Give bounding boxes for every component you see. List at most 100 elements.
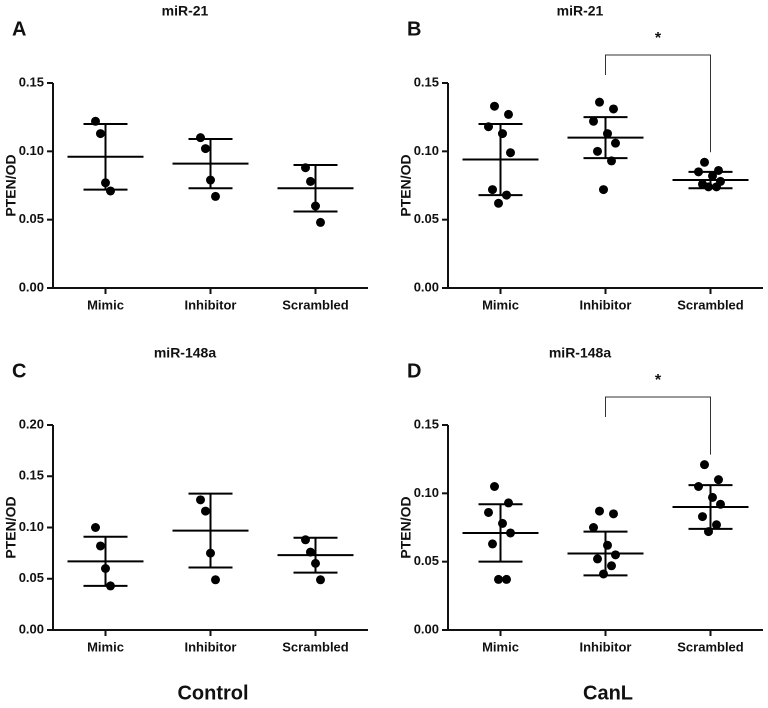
y-tick-label: 0.00 bbox=[414, 279, 439, 294]
x-tick-label: Inhibitor bbox=[185, 639, 237, 654]
data-point bbox=[316, 575, 325, 585]
data-point bbox=[488, 185, 497, 195]
data-point bbox=[700, 460, 709, 470]
data-point bbox=[712, 182, 721, 192]
x-tick-label: Scrambled bbox=[282, 297, 349, 312]
error-bar bbox=[688, 170, 733, 190]
data-point bbox=[694, 482, 703, 491]
data-point bbox=[494, 574, 503, 584]
error-bar bbox=[293, 164, 338, 213]
chart-title: miR-21 bbox=[162, 3, 209, 19]
error-bar bbox=[188, 492, 233, 569]
data-point bbox=[609, 104, 618, 114]
error-bar bbox=[688, 484, 733, 530]
data-point bbox=[607, 561, 616, 571]
data-point bbox=[595, 506, 604, 516]
data-point bbox=[708, 492, 717, 502]
data-point bbox=[593, 146, 602, 156]
column-label: CanL bbox=[583, 682, 633, 704]
panel-label: A bbox=[12, 18, 26, 40]
y-tick-label: 0.10 bbox=[414, 485, 439, 500]
panel-label: C bbox=[12, 360, 26, 382]
data-point bbox=[301, 535, 310, 545]
y-tick-label: 0.15 bbox=[414, 74, 439, 89]
y-axis-label: PTEN/OD bbox=[3, 496, 19, 558]
data-point bbox=[106, 186, 115, 196]
data-point bbox=[316, 217, 325, 227]
y-tick-label: 0.05 bbox=[19, 211, 44, 226]
chart-title: miR-148a bbox=[549, 345, 611, 361]
error-bar bbox=[478, 123, 523, 197]
data-point bbox=[196, 495, 205, 505]
y-tick-label: 0.05 bbox=[19, 570, 44, 585]
data-point bbox=[96, 129, 105, 139]
data-point bbox=[306, 176, 315, 186]
y-axis-label: PTEN/OD bbox=[3, 154, 19, 216]
chart-title: miR-21 bbox=[557, 3, 604, 19]
data-point bbox=[91, 523, 100, 532]
x-tick-label: Inhibitor bbox=[185, 297, 237, 312]
data-point bbox=[712, 520, 721, 530]
data-point bbox=[589, 523, 598, 532]
x-tick-label: Mimic bbox=[87, 297, 124, 312]
data-point bbox=[196, 133, 205, 143]
y-tick-label: 0.20 bbox=[19, 416, 44, 431]
y-tick-label: 0.00 bbox=[414, 621, 439, 636]
y-tick-label: 0.10 bbox=[19, 519, 44, 534]
y-tick-label: 0.00 bbox=[19, 279, 44, 294]
x-tick-label: Mimic bbox=[482, 639, 519, 654]
data-point bbox=[502, 574, 511, 584]
data-point bbox=[201, 144, 210, 154]
x-tick-label: Mimic bbox=[482, 297, 519, 312]
data-point bbox=[211, 191, 220, 201]
y-axis-label: PTEN/OD bbox=[398, 496, 414, 558]
data-point bbox=[494, 198, 503, 208]
data-point bbox=[488, 539, 497, 549]
significance-bracket bbox=[605, 396, 711, 455]
data-point bbox=[490, 101, 499, 111]
data-point bbox=[698, 512, 707, 522]
data-point bbox=[498, 129, 507, 139]
x-tick-label: Inhibitor bbox=[580, 297, 632, 312]
y-tick-label: 0.15 bbox=[19, 468, 44, 483]
error-bar bbox=[583, 530, 628, 577]
data-point bbox=[504, 498, 513, 508]
y-tick-label: 0.00 bbox=[19, 621, 44, 636]
y-axis-label: PTEN/OD bbox=[398, 154, 414, 216]
data-point bbox=[704, 182, 713, 192]
data-point bbox=[593, 554, 602, 564]
x-tick-label: Mimic bbox=[87, 639, 124, 654]
x-tick-label: Scrambled bbox=[677, 639, 744, 654]
x-tick-label: Scrambled bbox=[282, 639, 349, 654]
data-point bbox=[595, 97, 604, 107]
data-point bbox=[609, 509, 618, 519]
error-bar bbox=[188, 138, 233, 190]
error-bar bbox=[83, 123, 128, 191]
significance-label: * bbox=[655, 372, 662, 389]
y-tick-label: 0.05 bbox=[414, 553, 439, 568]
data-point bbox=[498, 518, 507, 528]
y-tick-label: 0.15 bbox=[414, 416, 439, 431]
error-bar bbox=[583, 116, 628, 160]
data-point bbox=[603, 540, 612, 550]
error-bar bbox=[83, 535, 128, 587]
data-point bbox=[700, 157, 709, 167]
data-point bbox=[599, 569, 608, 579]
y-tick-label: 0.15 bbox=[19, 74, 44, 89]
y-tick-label: 0.10 bbox=[19, 143, 44, 158]
data-point bbox=[611, 550, 620, 560]
significance-bracket bbox=[605, 54, 711, 153]
panel-label: B bbox=[407, 18, 421, 40]
x-tick-label: Scrambled bbox=[677, 297, 744, 312]
data-point bbox=[599, 185, 608, 195]
data-point bbox=[490, 482, 499, 491]
data-point bbox=[484, 507, 493, 517]
x-tick-label: Inhibitor bbox=[580, 639, 632, 654]
data-point bbox=[211, 575, 220, 585]
chart-title: miR-148a bbox=[154, 345, 216, 361]
column-label: Control bbox=[177, 682, 248, 704]
data-point bbox=[611, 138, 620, 148]
data-point bbox=[96, 541, 105, 551]
error-bar bbox=[293, 536, 338, 574]
